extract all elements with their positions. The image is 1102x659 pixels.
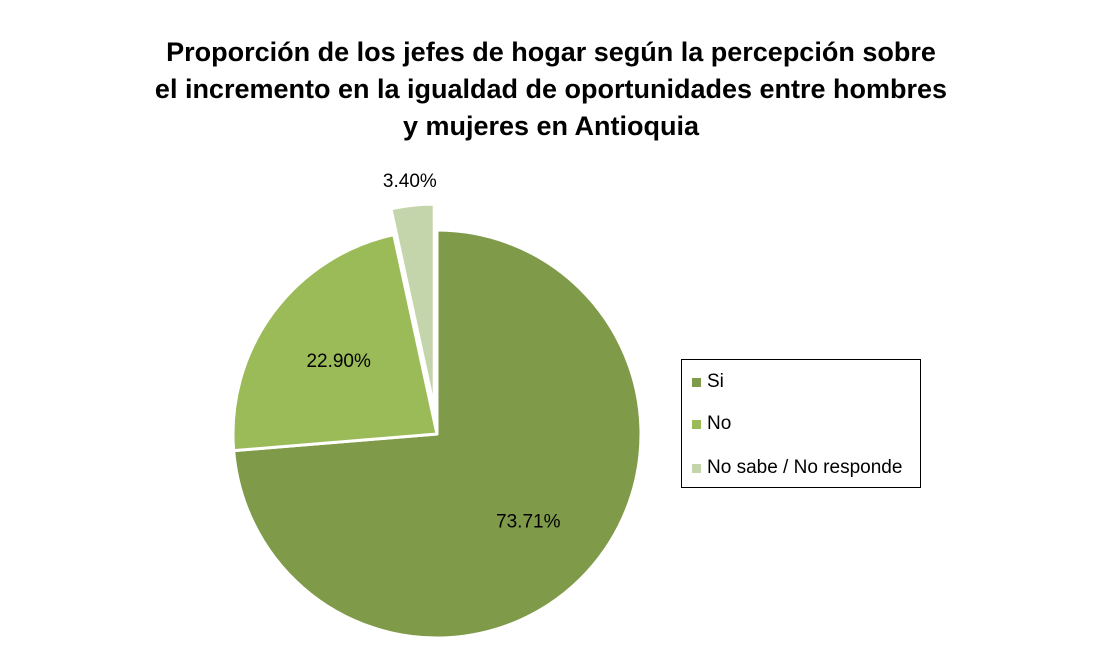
pie-slice-no	[231, 233, 439, 453]
legend-label-no-sabe: No sabe / No responde	[707, 457, 903, 478]
legend-item-no-sabe: No sabe / No responde	[692, 456, 902, 480]
legend-swatch-no-sabe	[692, 463, 701, 473]
legend-label-no: No	[707, 413, 732, 434]
chart-title-line-3: y mujeres en Antioquia	[402, 111, 700, 141]
legend-item-no: No	[692, 412, 731, 436]
chart-title-line-1: Proporción de los jefes de hogar según l…	[166, 37, 936, 67]
legend-item-si: Si	[692, 370, 724, 394]
data-label-no: 22.90%	[306, 351, 371, 372]
legend-swatch-no	[692, 419, 701, 429]
pie-slice-no-sabe-no-responde	[389, 202, 436, 410]
chart-title: Proporción de los jefes de hogar según l…	[0, 34, 1102, 145]
chart-title-line-2: el incremento en la igualdad de oportuni…	[154, 74, 948, 104]
legend: Si No No sabe / No responde	[681, 359, 921, 488]
data-label-no-sabe-no-responde: 3.40%	[383, 171, 437, 192]
data-label-si: 73.71%	[496, 512, 561, 533]
legend-label-si: Si	[707, 371, 724, 392]
legend-swatch-si	[692, 377, 701, 387]
